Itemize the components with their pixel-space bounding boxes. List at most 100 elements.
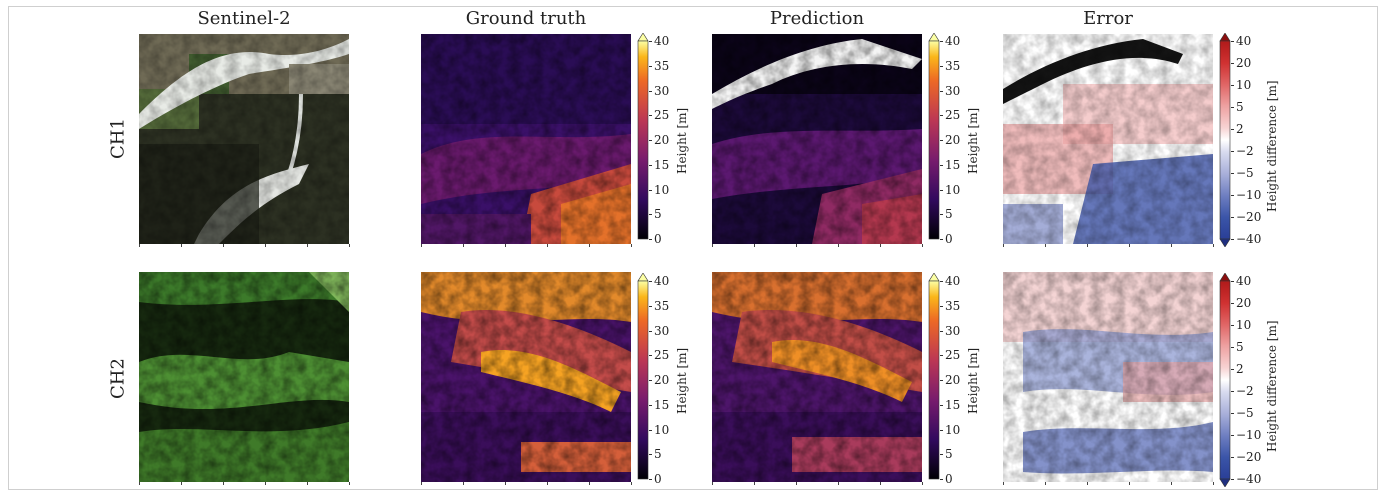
pred-height-ch1-colorbar-label: Height [m]	[966, 107, 980, 174]
gt-height-ch1-colorbar-tick-label: 15	[654, 157, 670, 172]
error-ch1-colorbar-tickmark	[1231, 173, 1234, 174]
pred-height-ch1-colorbar-tickmark	[940, 214, 943, 216]
gt-height-ch2-colorbar-tickmark	[649, 404, 652, 406]
pred-height-ch1-colorbar-tickmark	[940, 90, 943, 92]
col-title-sentinel: Sentinel-2	[197, 8, 291, 29]
error-ch1-colorbar-tickmark	[1231, 107, 1234, 108]
pred-height-ch1-colorbar-max-arrow	[928, 33, 940, 42]
error-ch2-colorbar-min-arrow	[1219, 478, 1231, 487]
panel-axis-tick	[547, 244, 548, 247]
pred-height-ch1-colorbar-tickmark	[940, 41, 943, 42]
error-ch2-colorbar-tick-label: −20	[1236, 450, 1262, 464]
gt-height-ch2-colorbar-tickmark	[649, 429, 652, 431]
pred-height-ch2-colorbar-tickmark	[940, 355, 943, 357]
panel-axis-tick	[547, 482, 548, 485]
error-ch2-colorbar	[1219, 273, 1231, 487]
gt-height-ch2-colorbar-gradient	[637, 280, 649, 480]
error-ch2-colorbar-tickmark	[1231, 435, 1234, 436]
sentinel2-image-ch1	[139, 34, 349, 244]
panel-axis-tick	[589, 244, 590, 247]
error-ch2-colorbar-tick-label: −5	[1236, 406, 1254, 420]
gt-height-ch1-colorbar-tickmark	[649, 189, 652, 191]
error-ch2-colorbar-tick-label: −10	[1236, 428, 1262, 442]
error-ch1-colorbar-tick-label: 5	[1236, 100, 1244, 114]
gt-height-ch1-colorbar-tickmark	[649, 140, 652, 141]
error-ch1-colorbar-tick-label: 40	[1236, 34, 1252, 48]
error-ch2-colorbar-tick-label: 20	[1236, 296, 1252, 310]
error-ch2-colorbar-tick-label: 5	[1236, 340, 1244, 354]
gt-height-ch1-colorbar-tick-label: 30	[654, 83, 670, 98]
gt-height-ch2-colorbar-tickmark	[649, 330, 652, 332]
error-ch1-colorbar-tick-label: 20	[1236, 56, 1252, 70]
col-title-error: Error	[1083, 8, 1133, 29]
error-ch2-colorbar-tickmark	[1231, 347, 1234, 348]
error-ch2-colorbar-tickmark	[1231, 479, 1234, 480]
sentinel2-image-ch2	[139, 272, 349, 482]
pred-height-ch2-colorbar-tick-label: 5	[945, 447, 953, 462]
error-ch1-colorbar-tick-label: −2	[1236, 144, 1254, 158]
pred-height-ch1-colorbar-tick-label: 30	[945, 83, 961, 98]
gt-height-ch1-colorbar-max-arrow	[637, 33, 649, 42]
gt-height-ch2-colorbar-tickmark	[649, 305, 652, 307]
panel-axis-tick	[754, 482, 755, 485]
panel-axis-tick	[223, 244, 224, 247]
panel-axis-tick	[838, 244, 839, 247]
pred-height-ch2-colorbar-tick-label: 40	[945, 274, 961, 288]
panel-axis-tick	[1129, 482, 1130, 485]
error-ch1-colorbar-tickmark	[1231, 63, 1234, 64]
pred-height-ch2-colorbar-gradient	[928, 280, 940, 480]
error-ch1-colorbar-tick-label: −20	[1236, 210, 1262, 224]
pred-height-ch2-colorbar-tickmark	[940, 380, 943, 381]
error-ch2-colorbar-tickmark	[1231, 303, 1234, 304]
panel-axis-tick	[265, 482, 266, 485]
gt-height-ch1-colorbar-tickmark	[649, 164, 652, 166]
gt-height-ch1-colorbar-tick-label: 40	[654, 34, 670, 48]
gt-height-ch1-colorbar-label: Height [m]	[675, 107, 689, 174]
pred-height-ch2-colorbar-max-arrow	[928, 273, 940, 282]
gt-height-ch2-colorbar-label: Height [m]	[675, 347, 689, 414]
panel-axis-tick	[754, 244, 755, 247]
panel-axis-tick	[922, 244, 923, 247]
gt-height-ch2-colorbar-tick-label: 10	[654, 422, 670, 437]
row-label-ch1: CH1	[107, 118, 129, 159]
gt-height-ch1-colorbar-tickmark	[649, 115, 652, 117]
gt-height-ch2-colorbar	[637, 273, 649, 480]
panel-axis-tick	[1045, 244, 1046, 247]
gt-height-ch1-colorbar-tickmark	[649, 65, 652, 67]
panel-axis-tick	[181, 482, 182, 485]
panel-axis-tick	[349, 482, 350, 485]
panel-axis-tick	[307, 244, 308, 247]
panel-axis-tick	[349, 244, 350, 247]
pred-height-ch1-colorbar-gradient	[928, 40, 940, 240]
panel-axis-tick	[880, 244, 881, 247]
panel-axis-tick	[307, 482, 308, 485]
pred-height-ch1-colorbar-tick-label: 40	[945, 34, 961, 48]
error-ch1-colorbar-tick-label: 10	[1236, 78, 1252, 92]
gt-height-ch1-colorbar-tick-label: 25	[654, 108, 670, 123]
error-ch2-colorbar-tick-label: 2	[1236, 362, 1244, 376]
error-ch2-colorbar-tickmark	[1231, 457, 1234, 458]
gt-height-ch1-colorbar-tick-label: 35	[654, 58, 670, 73]
pred-height-ch2-colorbar	[928, 273, 940, 480]
pred-height-ch2-colorbar-label: Height [m]	[966, 347, 980, 414]
gt-height-ch1-colorbar-tickmark	[649, 41, 652, 42]
col-title-prediction: Prediction	[769, 8, 865, 29]
panel-axis-tick	[421, 244, 422, 247]
panel-axis-tick	[1045, 482, 1046, 485]
gt-height-ch2-colorbar-tick-label: 35	[654, 298, 670, 313]
error-ch2-colorbar-tickmark	[1231, 281, 1234, 282]
error-ch1-colorbar-tickmark	[1231, 129, 1234, 130]
error-image-ch2	[1003, 272, 1213, 482]
panel-axis-tick	[505, 244, 506, 247]
gt-height-ch2-colorbar-max-arrow	[637, 273, 649, 282]
panel-axis-tick	[463, 244, 464, 247]
gt-height-ch1-colorbar	[637, 33, 649, 240]
error-ch1-colorbar-tickmark	[1231, 85, 1234, 86]
ground-truth-image-ch1	[421, 34, 631, 244]
error-ch2-colorbar-tick-label: −2	[1236, 384, 1254, 398]
pred-height-ch2-colorbar-tick-label: 35	[945, 298, 961, 313]
prediction-image-ch1	[712, 34, 922, 244]
panel-axis-tick	[1213, 482, 1214, 485]
panel-axis-tick	[712, 482, 713, 485]
panel-axis-tick	[181, 244, 182, 247]
